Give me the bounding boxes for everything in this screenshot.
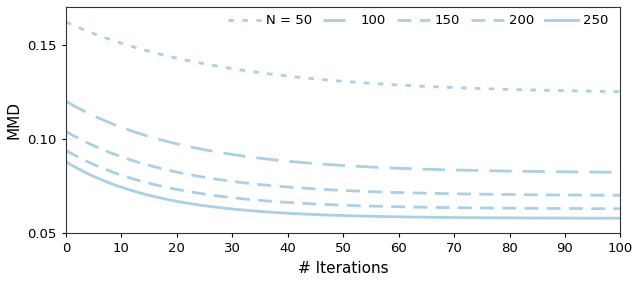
250 [62,160,70,164]
N = 50 [616,90,624,93]
150 [604,194,611,197]
250 [616,216,624,220]
200 [326,203,333,206]
150 [62,130,70,133]
N = 50 [392,83,400,87]
150 [329,188,337,192]
100 [604,170,611,174]
100 [516,170,524,173]
100 [362,165,370,168]
250 [604,216,611,220]
N = 50 [326,78,333,82]
X-axis label: # Iterations: # Iterations [298,261,388,276]
250 [516,216,524,220]
200 [329,203,337,207]
Line: N = 50: N = 50 [66,22,620,92]
150 [616,194,624,197]
100 [616,171,624,174]
150 [326,188,333,191]
N = 50 [516,88,524,91]
200 [62,149,70,152]
200 [616,207,624,210]
250 [392,215,400,218]
N = 50 [329,79,337,82]
250 [362,215,370,218]
100 [326,163,333,166]
100 [329,163,337,166]
Y-axis label: MMD: MMD [7,101,22,139]
250 [329,213,337,217]
Line: 150: 150 [66,132,620,195]
200 [392,205,400,208]
Legend: N = 50, 100, 150, 200, 250: N = 50, 100, 150, 200, 250 [222,9,614,33]
200 [516,207,524,210]
150 [362,190,370,193]
150 [516,193,524,196]
N = 50 [62,20,70,24]
Line: 250: 250 [66,162,620,218]
200 [604,207,611,210]
250 [326,213,333,217]
100 [392,166,400,170]
100 [62,100,70,103]
Line: 200: 200 [66,150,620,209]
Line: 100: 100 [66,101,620,172]
150 [392,191,400,194]
N = 50 [604,90,611,93]
N = 50 [362,81,370,85]
200 [362,204,370,208]
